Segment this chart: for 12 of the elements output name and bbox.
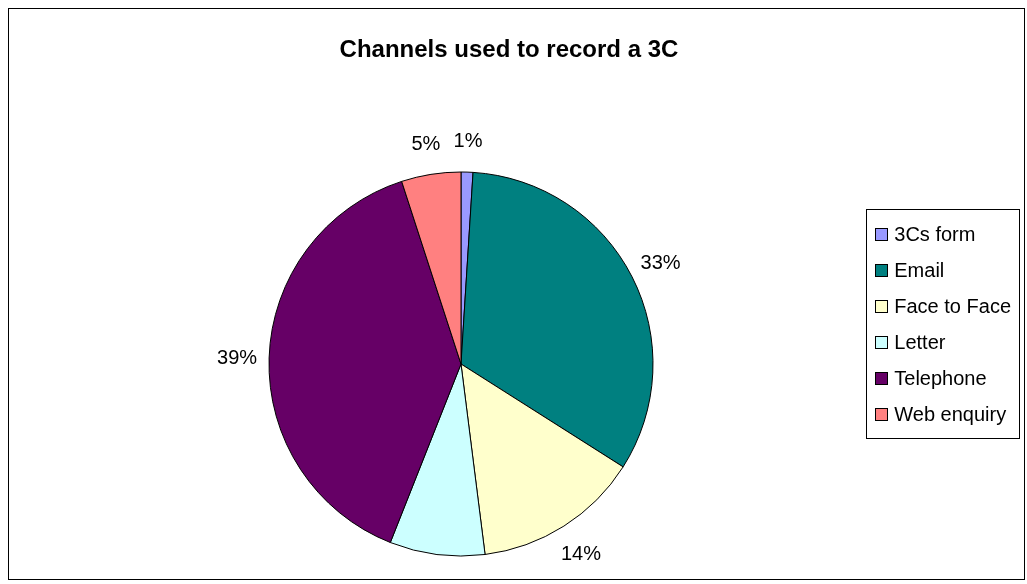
legend-label: Web enquiry	[894, 402, 1007, 426]
data-label: 33%	[640, 251, 681, 274]
data-label: 39%	[217, 345, 258, 368]
data-label: 14%	[561, 542, 602, 565]
legend-label: 3Cs form	[894, 222, 976, 246]
legend-label: Face to Face	[894, 294, 1011, 318]
data-label: 5%	[411, 131, 441, 154]
legend-label: Letter	[894, 330, 946, 354]
legend-label: Telephone	[894, 366, 987, 390]
chart-title: Channels used to record a 3C	[339, 35, 679, 62]
data-label: 1%	[453, 129, 483, 152]
legend-label: Email	[894, 258, 945, 282]
